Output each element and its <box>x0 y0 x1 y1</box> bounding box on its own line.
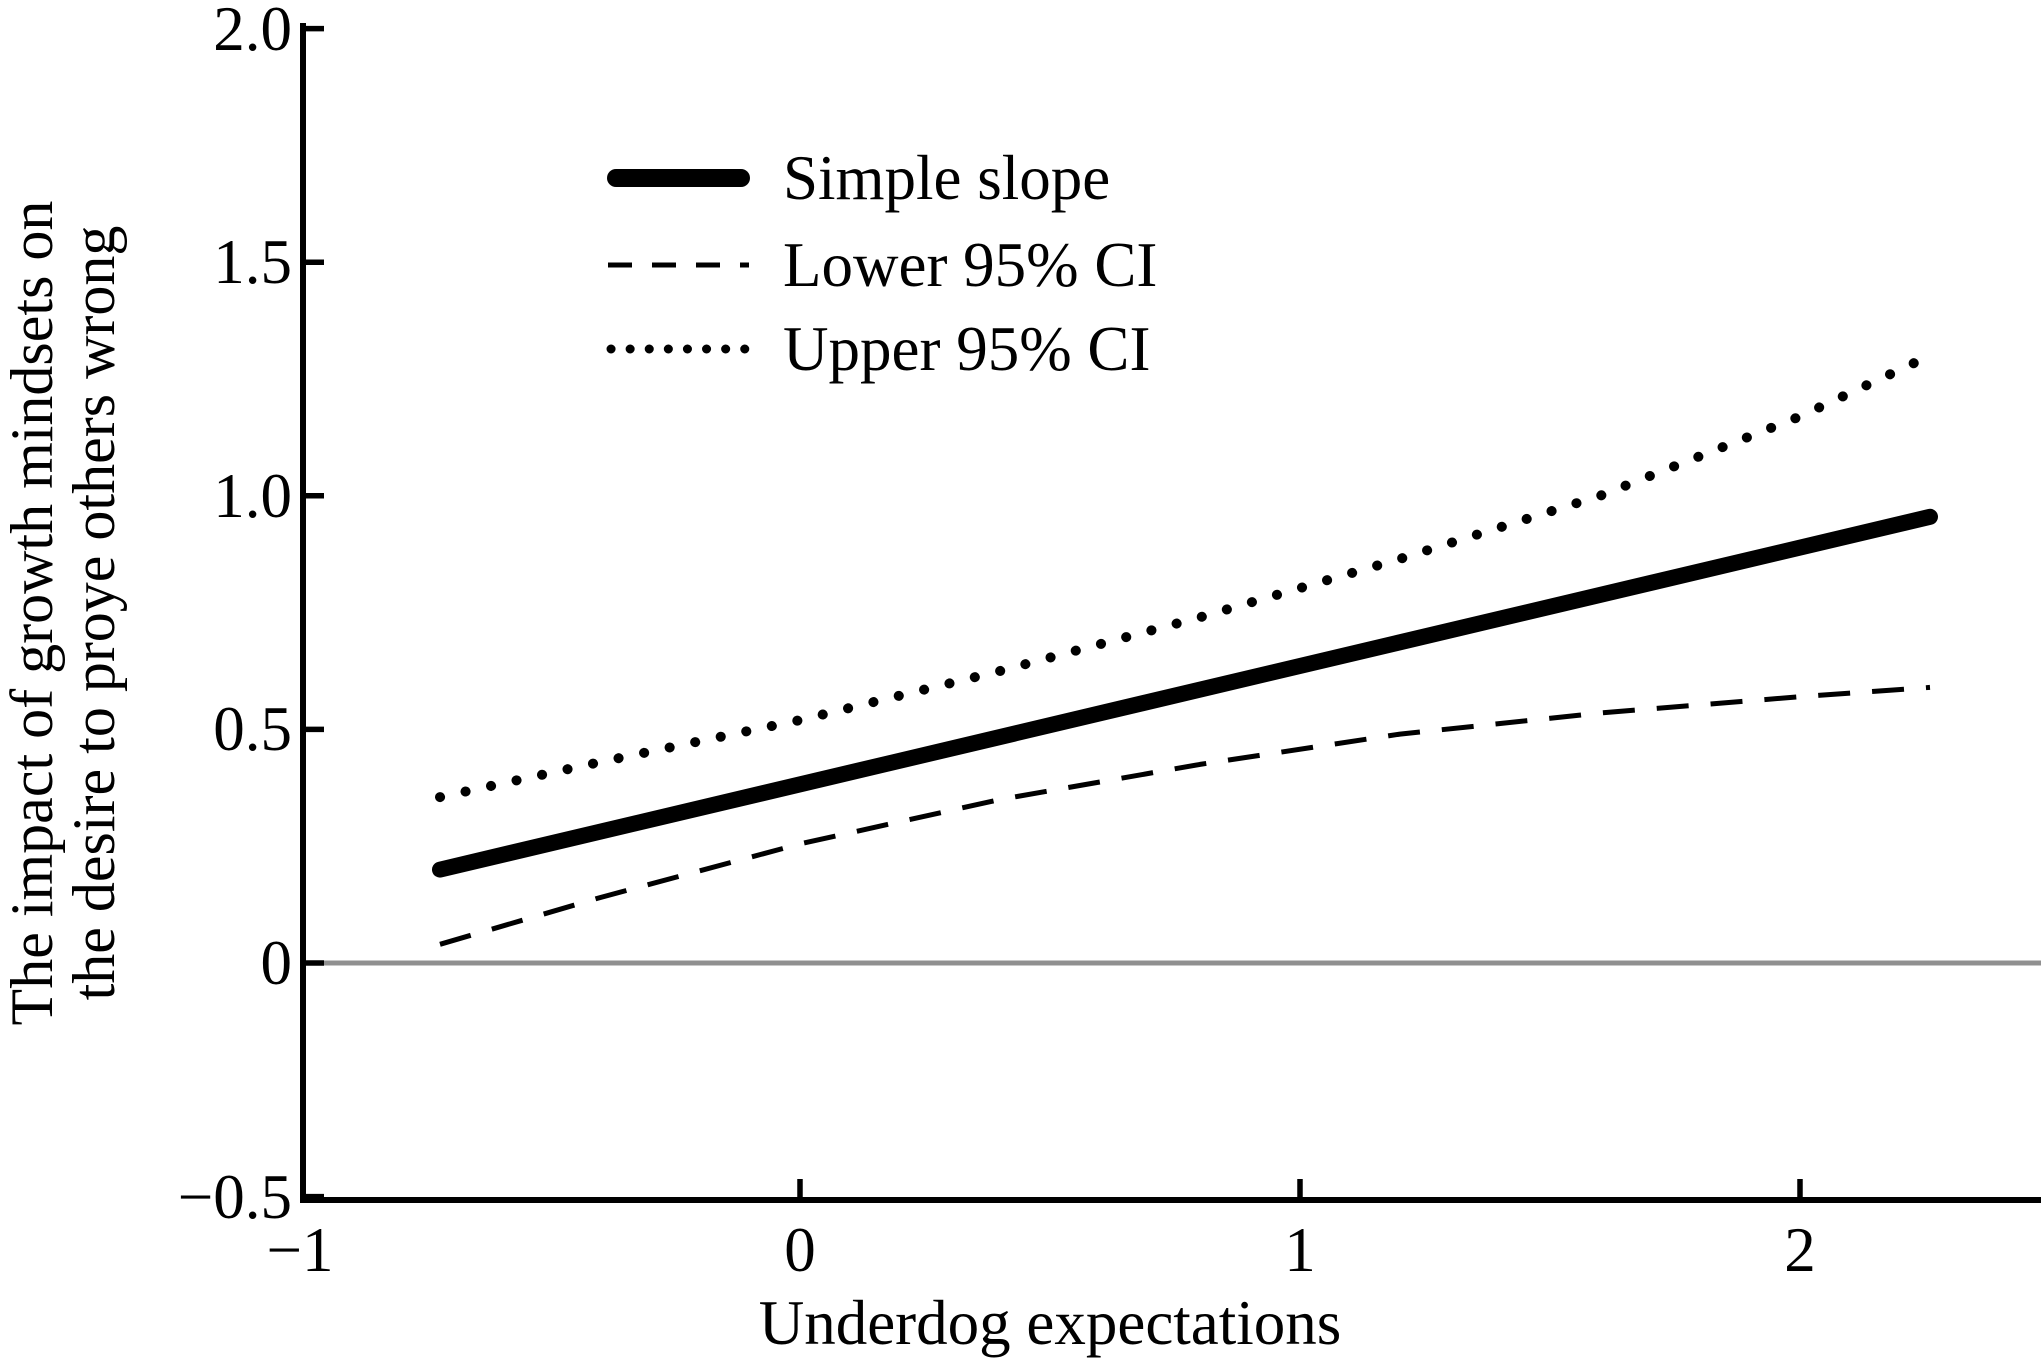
legend-label: Simple slope <box>783 143 1111 213</box>
solid-line-swatch-icon <box>607 169 750 187</box>
legend-item-lower-ci: Lower 95% CI <box>606 230 1157 300</box>
legend-label: Upper 95% CI <box>783 314 1151 384</box>
y-tick-label: 0 <box>260 928 293 998</box>
y-tick-label: −0.5 <box>177 1161 292 1232</box>
x-tick-label: 2 <box>1784 1215 1816 1285</box>
y-axis-title-line2: the desire to proye others wrong <box>61 225 127 1001</box>
x-tick-label: −1 <box>266 1215 334 1285</box>
legend-item-upper-ci: Upper 95% CI <box>606 314 1150 384</box>
series-upper-95-ci <box>435 350 1935 803</box>
y-tick-label: 0.5 <box>213 694 292 765</box>
dotted-line-swatch-icon <box>606 344 751 354</box>
y-tick-label: 2.0 <box>213 0 292 64</box>
series-simple-slope <box>432 508 1938 878</box>
dashed-line-swatch-icon <box>608 262 749 268</box>
y-axis-title-line1: The impact of growth mindsets on <box>0 200 65 1026</box>
y-tick-label: 1.5 <box>213 227 292 298</box>
y-axis-title: The impact of growth mindsets on the des… <box>0 113 127 1113</box>
legend-item-simple-slope: Simple slope <box>606 143 1110 213</box>
x-axis-title: Underdog expectations <box>758 1288 1342 1358</box>
legend-label: Lower 95% CI <box>783 230 1158 300</box>
y-tick-label: 1.0 <box>213 460 292 531</box>
x-tick-label: 0 <box>784 1215 816 1285</box>
x-tick-label: 1 <box>1284 1215 1316 1285</box>
series-lower-95-ci <box>439 684 1931 947</box>
